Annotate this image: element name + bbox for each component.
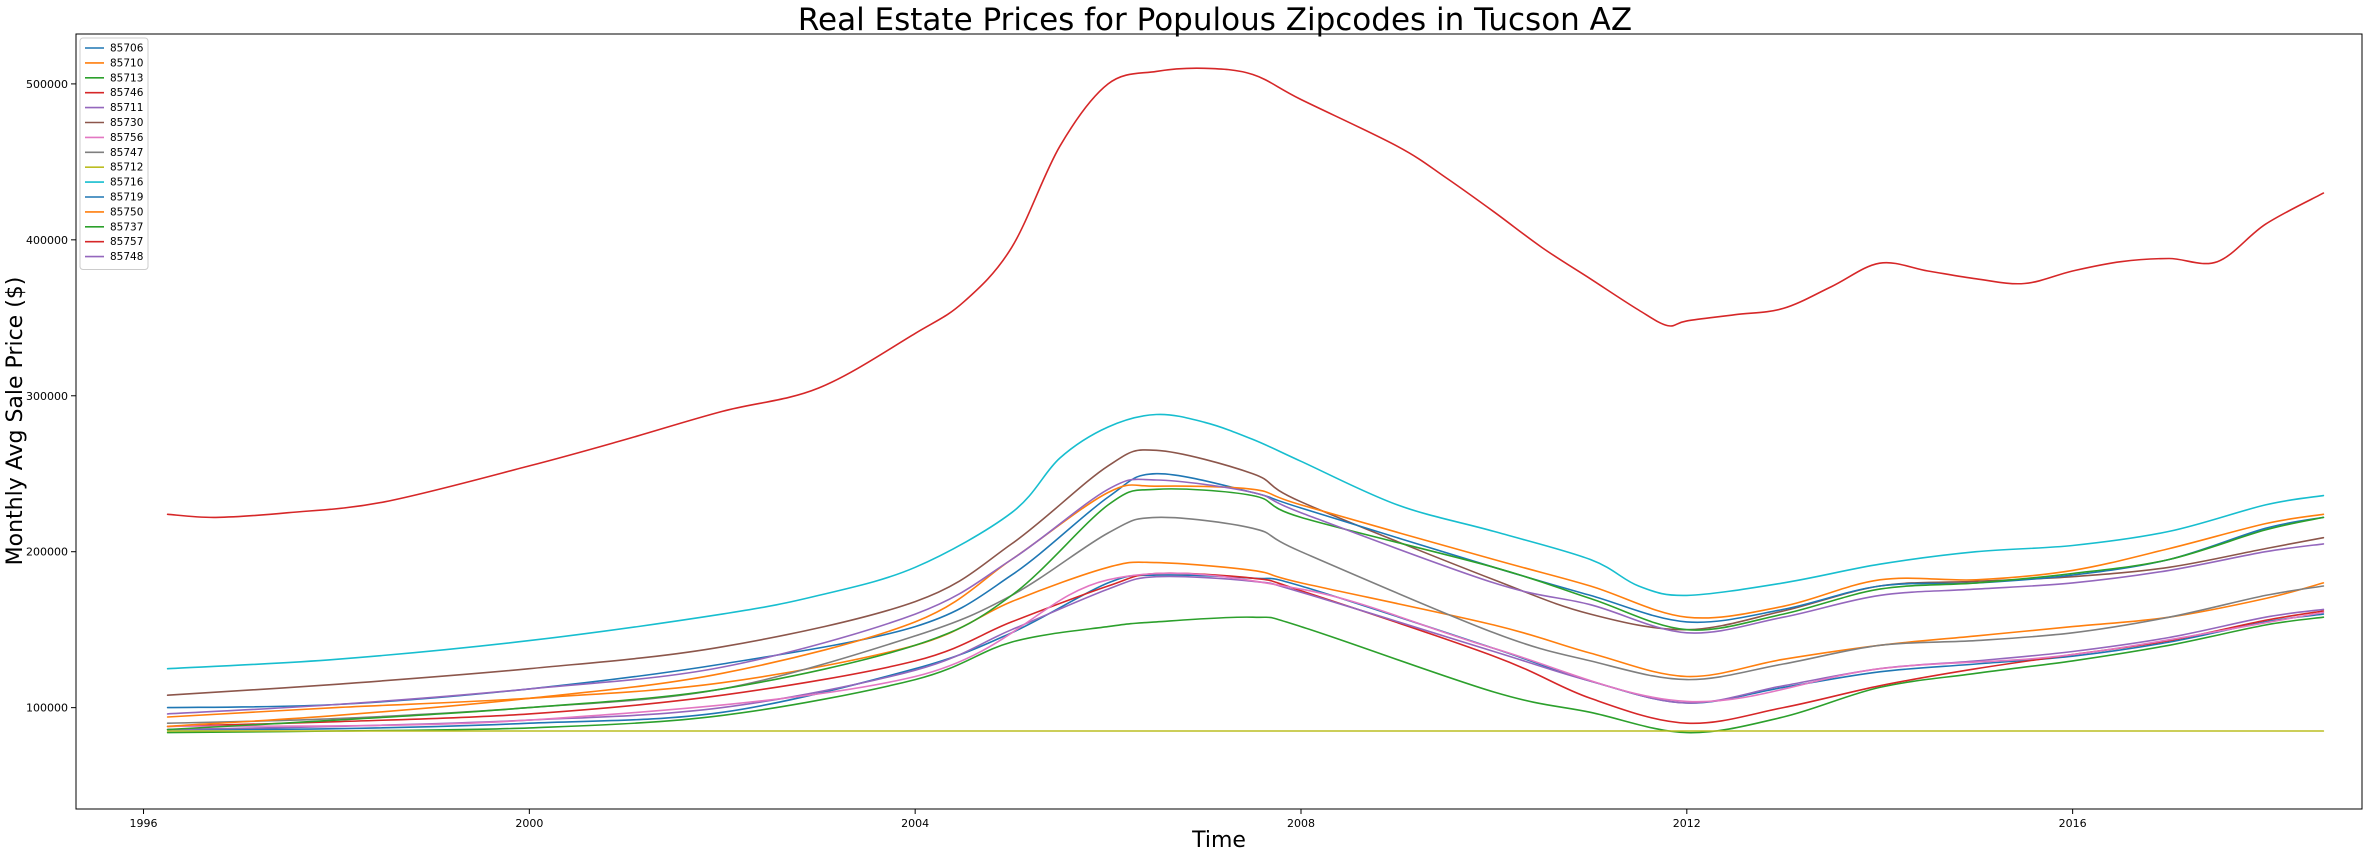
legend-label: 85748: [110, 251, 143, 263]
chart-title: Real Estate Prices for Populous Zipcodes…: [798, 2, 1632, 38]
legend-label: 85706: [110, 43, 144, 55]
y-tick-label: 200000: [26, 546, 68, 559]
legend-label: 85716: [110, 177, 144, 189]
x-tick-label: 2008: [1287, 817, 1315, 830]
series-line-85711: [166, 575, 2325, 731]
series-line-85716: [166, 413, 2325, 670]
plot-area: [75, 33, 2363, 810]
y-tick-label: 300000: [26, 390, 68, 403]
series-line-85706: [166, 574, 2325, 731]
series-line-85710: [166, 561, 2325, 718]
x-tick-label: 2004: [901, 817, 929, 830]
series-line-85756: [166, 572, 2325, 728]
series-line-85719: [166, 472, 2325, 709]
legend: 85706 85710 85713 85746 85711 85730 85756 85747…: [79, 37, 149, 270]
series-line-85713: [166, 616, 2325, 734]
y-axis: 100000 200000 300000 400000 500000: [26, 78, 76, 715]
y-tick-label: 100000: [26, 702, 68, 715]
x-tick-label: 1996: [130, 817, 158, 830]
legend-label: 85750: [110, 206, 143, 218]
legend-label: 85756: [110, 132, 144, 144]
x-tick-label: 2012: [1673, 817, 1701, 830]
legend-label: 85730: [110, 117, 143, 129]
series-line-85750: [166, 484, 2325, 728]
legend-label: 85712: [110, 162, 143, 174]
legend-label: 85747: [110, 147, 143, 159]
x-tick-label: 2000: [515, 817, 543, 830]
series-line-85757: [166, 67, 2325, 519]
legend-label: 85737: [110, 221, 143, 233]
y-tick-label: 400000: [26, 234, 68, 247]
x-axis-label: Time: [1191, 828, 1246, 853]
legend-label: 85719: [110, 192, 143, 204]
legend-label: 85713: [110, 72, 143, 84]
x-axis: 1996 2000 2004 2008 2012 2016: [130, 809, 2087, 830]
series-lines: [166, 67, 2325, 734]
series-line-85748: [166, 478, 2325, 715]
series-line-85746: [166, 572, 2325, 728]
y-axis-label: Monthly Avg Sale Price ($): [3, 277, 28, 566]
legend-label: 85711: [110, 102, 143, 114]
legend-label: 85757: [110, 236, 143, 248]
y-tick-label: 500000: [26, 78, 68, 91]
legend-label: 85746: [110, 87, 144, 99]
series-line-85737: [166, 488, 2325, 731]
x-tick-label: 2016: [2059, 817, 2087, 830]
legend-label: 85710: [110, 57, 143, 69]
